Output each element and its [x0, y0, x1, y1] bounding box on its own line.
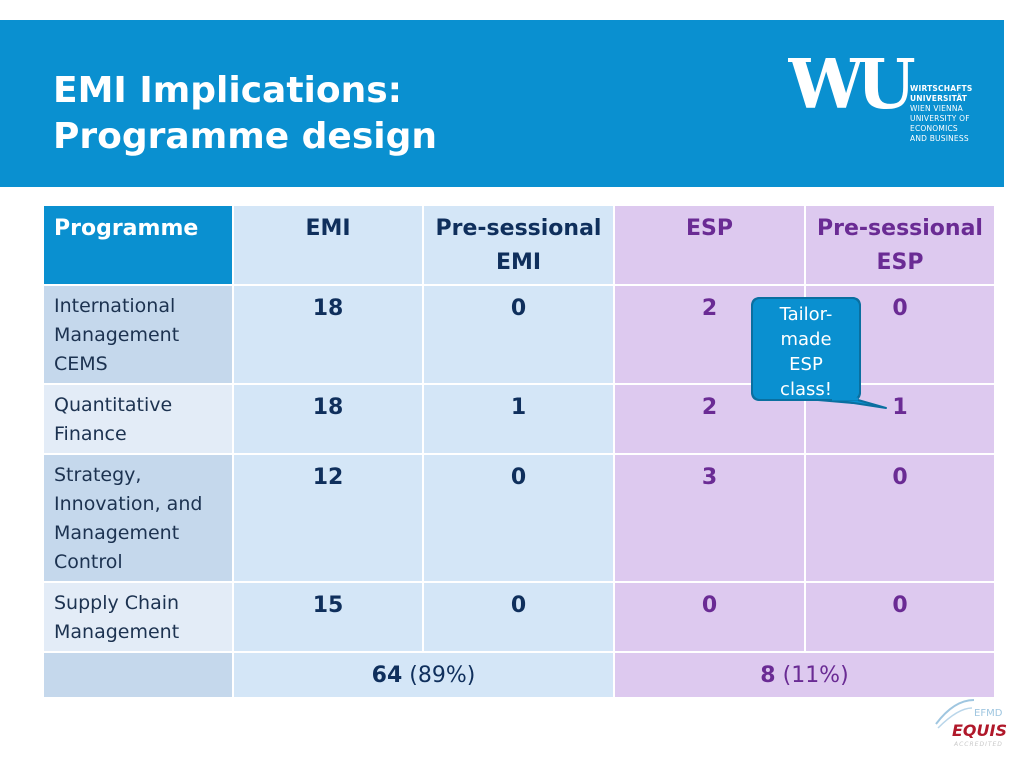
callout-text: Tailor- made ESP class! — [752, 302, 860, 402]
page-title: EMI Implications: Programme design — [53, 68, 437, 160]
emi-total-count: 64 — [371, 663, 403, 688]
pre-sessional-emi-value: 0 — [422, 284, 615, 385]
totals-label-cell — [42, 651, 234, 699]
esp-value: 0 — [613, 581, 806, 653]
pre-sessional-emi-value: 1 — [422, 383, 615, 455]
pre-emi-line-2: EMI — [495, 250, 542, 275]
col-header-programme: Programme — [42, 204, 234, 286]
wu-logo: WU — [788, 45, 922, 125]
callout-line-3: ESP — [789, 354, 823, 375]
title-line-1: EMI Implications: — [53, 70, 403, 111]
name-line: Management — [54, 522, 180, 544]
logo-line-5: ECONOMICS — [910, 124, 958, 133]
equis-accreditation-logo: EFMD EQUIS ACCREDITED — [935, 699, 1007, 748]
col-header-pre-sessional-esp: Pre-sessional ESP — [804, 204, 996, 286]
callout-line-2: made — [780, 329, 832, 350]
pre-esp-line-1: Pre-sessional — [817, 216, 983, 241]
logo-line-1: WIRTSCHAFTS — [910, 84, 973, 93]
name-line: Innovation, and — [54, 493, 203, 515]
table-row: Supply Chain Management 15 0 0 0 — [42, 581, 996, 653]
name-line: International — [54, 295, 176, 317]
name-line: Control — [54, 551, 123, 573]
pre-esp-line-2: ESP — [876, 250, 924, 275]
callout-pointer — [751, 297, 887, 409]
col-header-emi: EMI — [232, 204, 424, 286]
table-row: Strategy, Innovation, and Management Con… — [42, 453, 996, 583]
name-line: Quantitative — [54, 394, 173, 416]
name-line: Finance — [54, 423, 127, 445]
equis-line-2: EQUIS — [952, 721, 1007, 740]
equis-line-1: EFMD — [974, 708, 1003, 719]
programme-name: International Management CEMS — [42, 284, 234, 385]
programme-name: Strategy, Innovation, and Management Con… — [42, 453, 234, 583]
emi-value: 18 — [232, 383, 424, 455]
emi-total: 64 (89%) — [232, 651, 615, 699]
programme-name: Quantitative Finance — [42, 383, 234, 455]
name-line: Management — [54, 621, 180, 643]
wu-logo-mark: WU — [788, 45, 914, 125]
equis-line-3: ACCREDITED — [953, 741, 1003, 748]
header-row: Programme EMI Pre-sessional EMI ESP Pre-… — [42, 204, 996, 286]
esp-value: 3 — [613, 453, 806, 583]
esp-total: 8 (11%) — [613, 651, 996, 699]
logo-line-6: AND BUSINESS — [910, 134, 969, 143]
programme-table: Programme EMI Pre-sessional EMI ESP Pre-… — [42, 204, 996, 699]
name-line: Supply Chain — [54, 592, 180, 614]
esp-total-percent: (11%) — [782, 663, 849, 688]
logo-line-2: UNIVERSITÄT — [910, 94, 968, 103]
logo-line-4: UNIVERSITY OF — [910, 114, 970, 123]
emi-value: 15 — [232, 581, 424, 653]
logo-line-3: WIEN VIENNA — [910, 104, 963, 113]
title-banner — [0, 20, 1004, 187]
col-header-pre-sessional-emi: Pre-sessional EMI — [422, 204, 615, 286]
name-line: Strategy, — [54, 464, 142, 486]
pre-sessional-esp-value: 0 — [804, 453, 996, 583]
totals-row: 64 (89%) 8 (11%) — [42, 651, 996, 699]
pre-emi-line-1: Pre-sessional — [435, 216, 602, 241]
pre-sessional-emi-value: 0 — [422, 581, 615, 653]
programme-name: Supply Chain Management — [42, 581, 234, 653]
callout-line-4: class! — [780, 379, 832, 400]
name-line: CEMS — [54, 353, 108, 375]
col-header-esp: ESP — [613, 204, 806, 286]
wu-logo-text: WIRTSCHAFTS UNIVERSITÄT WIEN VIENNA UNIV… — [910, 84, 972, 144]
esp-total-count: 8 — [760, 663, 776, 688]
name-line: Management — [54, 324, 180, 346]
emi-value: 18 — [232, 284, 424, 385]
title-line-2: Programme design — [53, 116, 438, 157]
callout-line-1: Tailor- — [779, 304, 833, 325]
pre-sessional-emi-value: 0 — [422, 453, 615, 583]
emi-value: 12 — [232, 453, 424, 583]
emi-total-percent: (89%) — [409, 663, 476, 688]
pre-sessional-esp-value: 0 — [804, 581, 996, 653]
